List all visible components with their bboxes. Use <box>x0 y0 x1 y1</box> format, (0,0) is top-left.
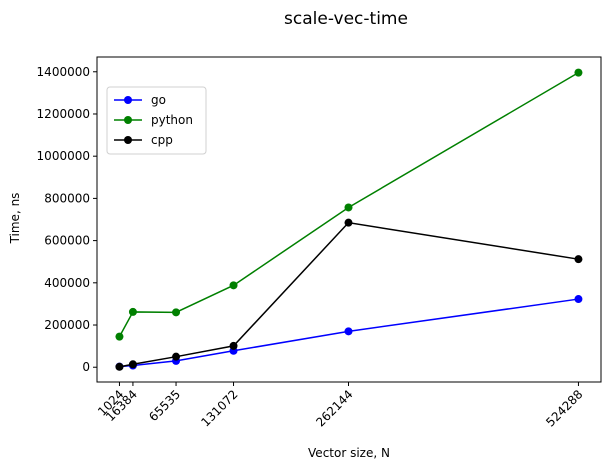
legend-item-python: python <box>114 113 193 127</box>
legend-label: go <box>151 93 166 107</box>
data-point-cpp <box>229 341 238 350</box>
chart-title: scale-vec-time <box>284 9 408 29</box>
series-layer <box>115 68 583 371</box>
data-point-cpp <box>128 360 137 369</box>
y-tick-label: 200000 <box>44 318 90 332</box>
series-python <box>115 68 583 341</box>
legend-marker <box>124 116 132 124</box>
data-point-cpp <box>172 352 181 361</box>
x-tick-label: 65535 <box>146 387 183 424</box>
data-point-python <box>344 203 353 212</box>
legend: go python cpp <box>106 86 207 155</box>
y-tick-label: 1400000 <box>37 65 90 79</box>
data-point-go <box>344 327 353 336</box>
data-point-python <box>229 281 238 290</box>
y-tick-label: 1000000 <box>37 149 90 163</box>
series-go <box>115 295 583 371</box>
y-tick-label: 800000 <box>44 191 90 205</box>
data-point-go <box>574 295 583 304</box>
data-point-python <box>115 332 124 341</box>
legend-label: python <box>151 113 193 127</box>
x-tick-label: 131072 <box>198 387 240 429</box>
data-point-python <box>574 68 583 77</box>
data-point-python <box>128 307 137 316</box>
legend-marker <box>124 136 132 144</box>
y-tick-label: 1200000 <box>37 107 90 121</box>
x-tick-label: 262144 <box>313 387 355 429</box>
series-cpp <box>115 218 583 371</box>
data-point-cpp <box>115 362 124 371</box>
x-tick-label: 524288 <box>543 387 585 429</box>
legend-frame <box>106 86 207 155</box>
data-point-cpp <box>574 255 583 264</box>
legend-label: cpp <box>151 133 173 147</box>
legend-item-go: go <box>114 93 166 107</box>
y-tick-label: 0 <box>82 360 90 374</box>
y-tick-label: 400000 <box>44 276 90 290</box>
series-line-python <box>118 71 579 337</box>
data-point-python <box>172 308 181 317</box>
legend-item-cpp: cpp <box>114 133 173 147</box>
x-axis-label: Vector size, N <box>308 446 390 460</box>
legend-marker <box>124 96 132 104</box>
series-line-cpp <box>119 221 579 368</box>
y-tick-label: 600000 <box>44 234 90 248</box>
y-axis-label: Time, ns <box>8 193 22 245</box>
y-axis: 0 200000 400000 600000 800000 1000000 1200000 1… <box>37 65 97 374</box>
data-point-cpp <box>344 218 353 227</box>
